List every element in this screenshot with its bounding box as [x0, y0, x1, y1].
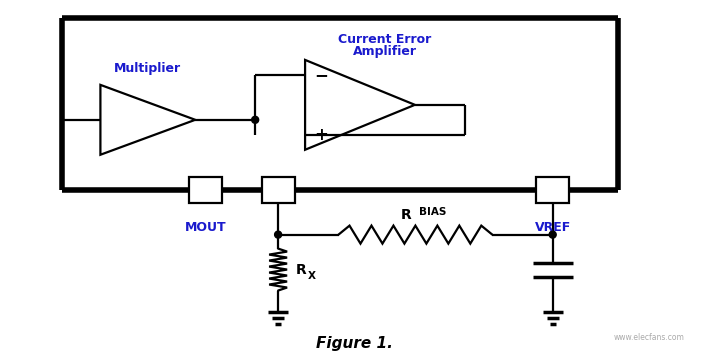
Circle shape	[549, 231, 556, 238]
Text: X: X	[308, 270, 316, 281]
Text: Figure 1.: Figure 1.	[316, 336, 392, 351]
Text: Amplifier: Amplifier	[353, 46, 417, 58]
Bar	[536, 177, 569, 203]
Circle shape	[251, 116, 258, 123]
Text: MOUT: MOUT	[184, 221, 226, 234]
Text: +: +	[314, 126, 328, 144]
Text: −: −	[314, 66, 328, 84]
Text: R: R	[401, 208, 411, 222]
Text: BIAS: BIAS	[419, 207, 447, 217]
Text: R: R	[296, 263, 307, 276]
Bar	[262, 177, 295, 203]
Text: Multiplier: Multiplier	[114, 62, 181, 76]
Text: www.elecfans.com: www.elecfans.com	[614, 333, 685, 342]
Circle shape	[275, 231, 282, 238]
Bar	[189, 177, 222, 203]
Text: VREF: VREF	[535, 221, 571, 234]
Text: Current Error: Current Error	[338, 34, 432, 47]
